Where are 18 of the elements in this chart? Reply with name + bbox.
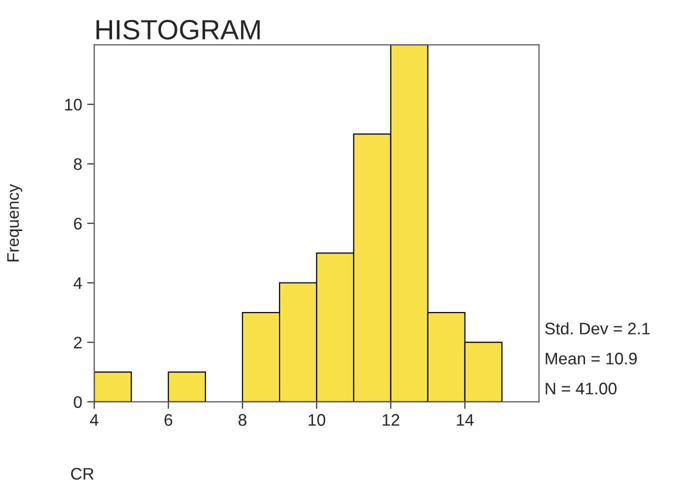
x-tick-label: 14 [456, 414, 474, 426]
x-tick-label: 4 [90, 414, 98, 426]
y-tick-label: 2 [74, 336, 82, 348]
chart-title: HISTOGRAM [96, 20, 260, 40]
text: N = 41.00 [546, 382, 617, 394]
x-axis-title: CR [71, 468, 94, 480]
y-tick-label: 4 [74, 277, 82, 289]
y-tick-label: 6 [74, 218, 82, 230]
x-tick-label: 12 [382, 414, 400, 426]
y-tick-label: 10 [65, 98, 82, 111]
y-axis-title: Frequency [7, 184, 22, 262]
x-tick-label: 6 [164, 414, 172, 426]
x-tick-label: 8 [238, 414, 246, 426]
y-tick-label: 8 [74, 158, 82, 170]
x-tick-label: 10 [308, 414, 326, 426]
text: Std. Dev = 2.1 [545, 322, 650, 334]
text: Mean = 10.9 [546, 352, 637, 364]
y-tick-label: 0 [74, 396, 82, 408]
